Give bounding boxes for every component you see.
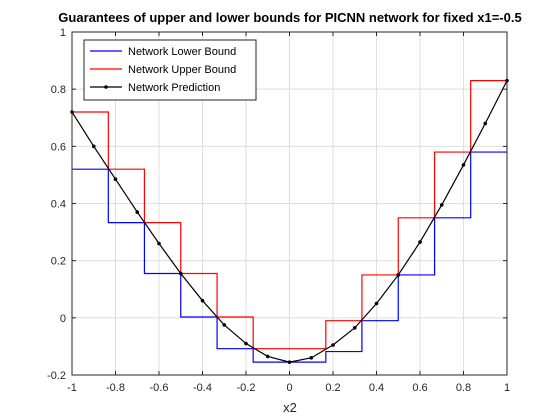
x-tick-label: 0: [286, 382, 292, 394]
x-tick-label: -0.2: [237, 382, 256, 394]
x-axis-label: x2: [283, 400, 297, 415]
legend-label: Network Prediction: [128, 82, 220, 94]
series-line: [72, 79, 507, 350]
data-point: [135, 210, 140, 214]
legend-label: Network Upper Bound: [128, 64, 236, 76]
series-2: [70, 78, 509, 364]
legend-item: Network Lower Bound: [90, 46, 236, 58]
data-point: [483, 121, 488, 126]
legend-box: [83, 39, 257, 101]
y-tick-label: 0: [60, 313, 66, 325]
data-point: [352, 326, 357, 330]
data-point: [374, 301, 379, 306]
x-tick-label: 0.2: [325, 382, 340, 394]
data-point: [244, 341, 248, 346]
x-tick-label: 0.4: [369, 382, 384, 394]
data-point: [331, 343, 335, 347]
data-point: [265, 354, 270, 359]
data-point: [200, 298, 205, 303]
data-point: [461, 163, 466, 167]
data-point: [309, 356, 314, 360]
x-tick-label: -1: [67, 382, 77, 394]
legend-label: Network Lower Bound: [128, 46, 236, 58]
y-tick-label: 0.4: [51, 199, 66, 211]
y-tick-label: -0.2: [47, 370, 66, 382]
data-point: [439, 203, 444, 207]
tick-labels: -1 -0.8 -0.6 -0.4 -0.2 0 0.2 0.4 0.6 0.8 1 -0.2 0 0.2…: [47, 27, 510, 394]
data-point: [418, 240, 422, 244]
data-point: [178, 271, 183, 276]
x-tick-label: -0.8: [106, 382, 125, 394]
data-point: [222, 323, 227, 327]
legend-item: Network Prediction: [90, 82, 220, 94]
legend: Network Lower Bound Network Upper Bound Ne…: [83, 39, 257, 101]
x-tick-label: -0.4: [193, 382, 212, 394]
x-tick-label: -0.6: [150, 382, 169, 394]
data-point: [396, 273, 401, 277]
legend-marker: [104, 85, 108, 89]
axes: [71, 31, 508, 376]
series-group: [70, 78, 509, 364]
data-point: [113, 177, 118, 182]
x-tick-label: 0.8: [456, 382, 471, 394]
y-tick-label: 0.2: [51, 256, 66, 268]
x-tick-label: 1: [504, 382, 510, 394]
legend-item: Network Upper Bound: [90, 64, 236, 76]
y-tick-label: 1: [60, 27, 66, 39]
y-tick-label: 0.8: [51, 84, 66, 96]
data-point: [287, 360, 292, 364]
data-point: [157, 241, 161, 246]
chart-title: Guarantees of upper and lower bounds for…: [58, 10, 521, 25]
data-point: [91, 144, 96, 149]
y-tick-label: 0.6: [51, 141, 66, 153]
x-tick-label: 0.6: [412, 382, 427, 394]
series-1: [72, 79, 507, 350]
